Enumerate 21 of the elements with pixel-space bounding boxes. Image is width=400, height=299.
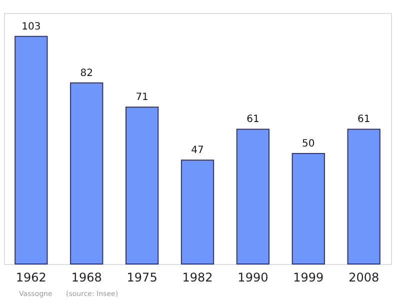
x-tick-label: 1968 xyxy=(71,270,102,284)
bar xyxy=(236,128,270,264)
bar xyxy=(180,160,214,264)
data-label: 50 xyxy=(302,138,315,150)
x-tick-label: 1982 xyxy=(182,270,213,284)
data-label: 47 xyxy=(191,145,204,156)
data-label: 71 xyxy=(136,92,148,104)
bar xyxy=(292,153,325,264)
data-label: 82 xyxy=(80,68,93,79)
x-tick-label: 1990 xyxy=(238,270,268,284)
x-tick-label: 1962 xyxy=(16,270,46,284)
data-label: 103 xyxy=(22,21,41,32)
x-tick-label: 2008 xyxy=(348,270,380,284)
data-label: 61 xyxy=(357,114,370,126)
bar xyxy=(14,36,48,264)
x-tick-label: 1975 xyxy=(126,270,158,284)
data-label: 61 xyxy=(246,114,260,126)
bar xyxy=(347,128,380,264)
x-tick-label: 1999 xyxy=(293,270,324,284)
bar xyxy=(125,106,159,264)
bar xyxy=(70,82,104,264)
